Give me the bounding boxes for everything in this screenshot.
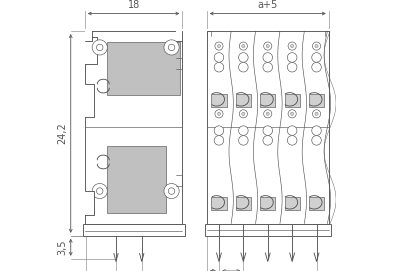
- Circle shape: [312, 126, 321, 136]
- Circle shape: [214, 136, 224, 145]
- Circle shape: [164, 40, 179, 55]
- Text: 3,5: 3,5: [58, 240, 68, 255]
- Circle shape: [315, 112, 318, 115]
- Circle shape: [287, 62, 297, 72]
- Bar: [284, 197, 300, 210]
- Circle shape: [238, 62, 248, 72]
- Bar: [212, 94, 226, 107]
- Circle shape: [288, 42, 296, 50]
- Bar: [212, 197, 226, 210]
- Bar: [205, 224, 331, 236]
- Bar: [284, 94, 300, 107]
- Bar: [260, 197, 275, 210]
- Bar: [236, 94, 251, 107]
- Bar: [106, 42, 180, 95]
- Circle shape: [238, 136, 248, 145]
- Circle shape: [263, 62, 272, 72]
- Circle shape: [92, 183, 107, 199]
- Circle shape: [287, 53, 297, 62]
- Circle shape: [264, 42, 272, 50]
- Circle shape: [168, 44, 175, 51]
- Text: a+5: a+5: [258, 0, 278, 10]
- Bar: [309, 94, 324, 107]
- Bar: [83, 224, 184, 236]
- Circle shape: [312, 110, 320, 118]
- Circle shape: [287, 136, 297, 145]
- Circle shape: [214, 126, 224, 136]
- Circle shape: [315, 44, 318, 48]
- Circle shape: [290, 112, 294, 115]
- Bar: [207, 31, 329, 224]
- Circle shape: [242, 112, 245, 115]
- Circle shape: [96, 44, 103, 51]
- Circle shape: [239, 110, 248, 118]
- Circle shape: [217, 44, 220, 48]
- Bar: [106, 146, 166, 213]
- Circle shape: [266, 44, 269, 48]
- Circle shape: [92, 40, 107, 55]
- Circle shape: [290, 44, 294, 48]
- Bar: [260, 94, 275, 107]
- Bar: [85, 37, 97, 64]
- Circle shape: [168, 188, 175, 194]
- Bar: [85, 84, 94, 117]
- Circle shape: [312, 136, 321, 145]
- Circle shape: [215, 110, 223, 118]
- Bar: [85, 191, 94, 215]
- Text: 18: 18: [128, 0, 140, 10]
- Circle shape: [239, 42, 248, 50]
- Bar: [85, 31, 182, 224]
- Circle shape: [263, 136, 272, 145]
- Bar: [236, 197, 251, 210]
- Circle shape: [214, 62, 224, 72]
- Circle shape: [214, 53, 224, 62]
- Circle shape: [263, 126, 272, 136]
- Circle shape: [215, 42, 223, 50]
- Bar: [309, 197, 324, 210]
- Circle shape: [312, 53, 321, 62]
- Circle shape: [217, 112, 220, 115]
- Circle shape: [96, 188, 103, 194]
- Circle shape: [312, 42, 320, 50]
- Bar: [176, 31, 182, 41]
- Circle shape: [263, 53, 272, 62]
- Circle shape: [264, 110, 272, 118]
- Circle shape: [238, 53, 248, 62]
- Circle shape: [164, 183, 179, 199]
- Circle shape: [287, 126, 297, 136]
- Text: 24,2: 24,2: [58, 122, 68, 144]
- Circle shape: [288, 110, 296, 118]
- Circle shape: [312, 62, 321, 72]
- Circle shape: [266, 112, 269, 115]
- Circle shape: [238, 126, 248, 136]
- Bar: [85, 31, 92, 41]
- Circle shape: [242, 44, 245, 48]
